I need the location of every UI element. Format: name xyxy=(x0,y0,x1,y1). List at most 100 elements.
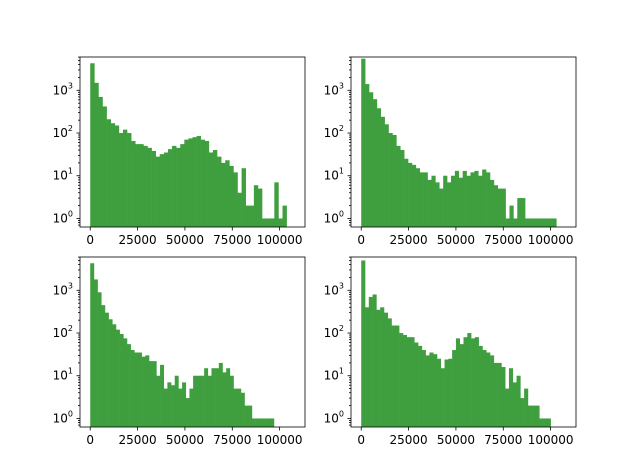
histogram-bar xyxy=(384,124,389,227)
histogram-bar xyxy=(93,279,98,427)
histogram-bar xyxy=(489,179,495,227)
histogram-bar xyxy=(174,375,179,427)
histogram-bar xyxy=(207,375,212,427)
histogram-bar xyxy=(532,218,538,227)
y-tick-label: 102 xyxy=(324,324,344,340)
histogram-bar xyxy=(200,139,206,227)
histogram-bar xyxy=(474,337,479,427)
histogram-bar xyxy=(493,362,498,427)
histogram-bar xyxy=(135,144,140,227)
axes-frame xyxy=(350,256,577,428)
subplot-bottom-left: 0 25000 50000 75000 100000 100 101 102 103 xyxy=(53,256,306,447)
subplot-top-right: 0 25000 50000 75000 100000 100 101 102 103 xyxy=(324,56,577,247)
histogram-bar xyxy=(501,367,506,427)
histogram-bar xyxy=(270,418,275,427)
histogram-bar xyxy=(414,342,419,427)
histogram-bar xyxy=(455,338,461,427)
histogram-bar xyxy=(221,162,226,227)
histogram-bar xyxy=(535,405,540,427)
histogram-bar xyxy=(241,168,246,227)
histogram-bar xyxy=(410,337,415,427)
histogram-bar xyxy=(118,133,124,227)
histogram-bar xyxy=(184,139,189,227)
histogram-bar xyxy=(282,205,287,227)
histogram-bar xyxy=(388,133,393,227)
histogram-bar xyxy=(225,160,230,227)
x-tick-label: 75000 xyxy=(484,233,522,247)
histogram-bar xyxy=(411,164,417,227)
y-tick-label: 103 xyxy=(53,281,73,297)
subplot-top-left: 0 25000 50000 75000 100000 100 101 102 103 xyxy=(53,56,306,247)
histogram-bar xyxy=(408,162,413,227)
histogram-bar xyxy=(160,364,165,427)
histogram-bar xyxy=(155,156,161,227)
histogram-bar xyxy=(527,405,532,427)
histogram-bar xyxy=(546,418,551,427)
histogram-bar xyxy=(387,318,392,427)
histogram-bar xyxy=(365,84,370,227)
histogram-bar xyxy=(466,175,471,227)
histogram-bar xyxy=(406,337,411,427)
histogram-bar xyxy=(361,58,366,227)
histogram-bar xyxy=(478,345,483,427)
y-tick-label: 100 xyxy=(324,409,344,425)
y-tick-label: 100 xyxy=(53,209,73,225)
histogram-bar xyxy=(372,294,377,427)
histogram-bar xyxy=(266,418,271,427)
histogram-bar xyxy=(425,355,430,427)
histogram-bar xyxy=(278,218,283,227)
histogram-bar xyxy=(548,218,553,227)
histogram-bar xyxy=(540,218,545,227)
histogram-bar xyxy=(94,82,99,227)
y-tick-label: 100 xyxy=(324,209,344,225)
histogram-bar xyxy=(156,375,161,427)
x-tick-label: 25000 xyxy=(118,233,156,247)
x-tick-label: 25000 xyxy=(389,433,427,447)
histogram-bar xyxy=(404,158,409,227)
histogram-bar xyxy=(513,218,518,227)
histogram-bar xyxy=(147,147,152,227)
bars xyxy=(90,63,287,228)
histogram-bar xyxy=(536,218,541,227)
histogram-bar xyxy=(218,362,223,427)
histogram-bar xyxy=(368,296,373,427)
x-tick-label: 75000 xyxy=(213,433,251,447)
histogram-bar xyxy=(208,152,214,227)
histogram-bar xyxy=(380,307,385,427)
histogram-bar xyxy=(539,418,544,427)
y-tick-label: 102 xyxy=(324,124,344,140)
y-tick-label: 102 xyxy=(53,324,73,340)
histogram-bar xyxy=(176,147,181,227)
x-tick-label: 0 xyxy=(86,233,94,247)
histogram-bar xyxy=(149,361,153,427)
histogram-bar xyxy=(126,344,131,427)
histogram-bar xyxy=(524,388,529,427)
histogram-bar xyxy=(114,125,120,227)
histogram-bar xyxy=(98,96,103,228)
histogram-bar xyxy=(400,150,405,227)
bars xyxy=(361,58,557,228)
histogram-bar xyxy=(462,170,467,227)
histogram-bar xyxy=(200,375,205,427)
histogram-bar xyxy=(444,359,449,427)
histogram-bar xyxy=(544,218,549,227)
histogram-bar xyxy=(249,205,255,227)
histogram-bar xyxy=(211,368,216,427)
axes-frame xyxy=(79,56,306,228)
histogram-bar xyxy=(399,333,404,427)
histogram-bar xyxy=(145,355,150,427)
histogram-bar xyxy=(392,134,397,227)
histogram-bar xyxy=(163,388,168,427)
histogram-bar xyxy=(528,218,534,227)
x-tick-label: 100000 xyxy=(528,433,574,447)
histogram-bar xyxy=(204,141,210,227)
histogram-bar xyxy=(520,398,525,427)
histogram-bar xyxy=(131,141,136,227)
histogram-bar xyxy=(459,344,464,427)
histogram-bar xyxy=(122,129,128,227)
x-tick-label: 0 xyxy=(86,433,94,447)
histogram-bar xyxy=(185,398,190,427)
x-tick-label: 50000 xyxy=(437,433,475,447)
histogram-bar xyxy=(196,136,201,227)
histogram-bar xyxy=(163,152,169,227)
